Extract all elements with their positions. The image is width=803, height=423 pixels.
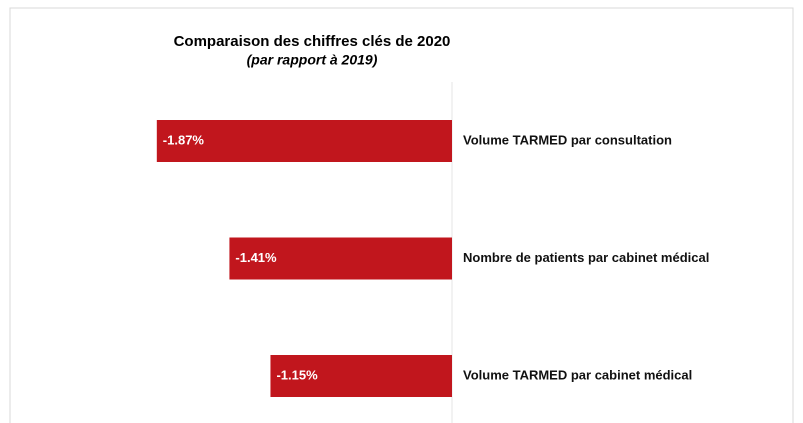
bar <box>270 355 452 397</box>
value-label: -1.15% <box>276 367 318 382</box>
category-label: Volume TARMED par consultation <box>463 132 672 147</box>
chart-title: Comparaison des chiffres clés de 2020 <box>174 33 451 50</box>
category-label: Volume TARMED par cabinet médical <box>463 367 692 382</box>
chart-subtitle: (par rapport à 2019) <box>247 52 378 68</box>
category-label: Nombre de patients par cabinet médical <box>463 250 709 265</box>
value-label: -1.87% <box>163 132 205 147</box>
bar <box>229 237 452 280</box>
frame <box>9 7 794 423</box>
bar <box>156 120 453 162</box>
value-label: -1.41% <box>235 250 277 265</box>
